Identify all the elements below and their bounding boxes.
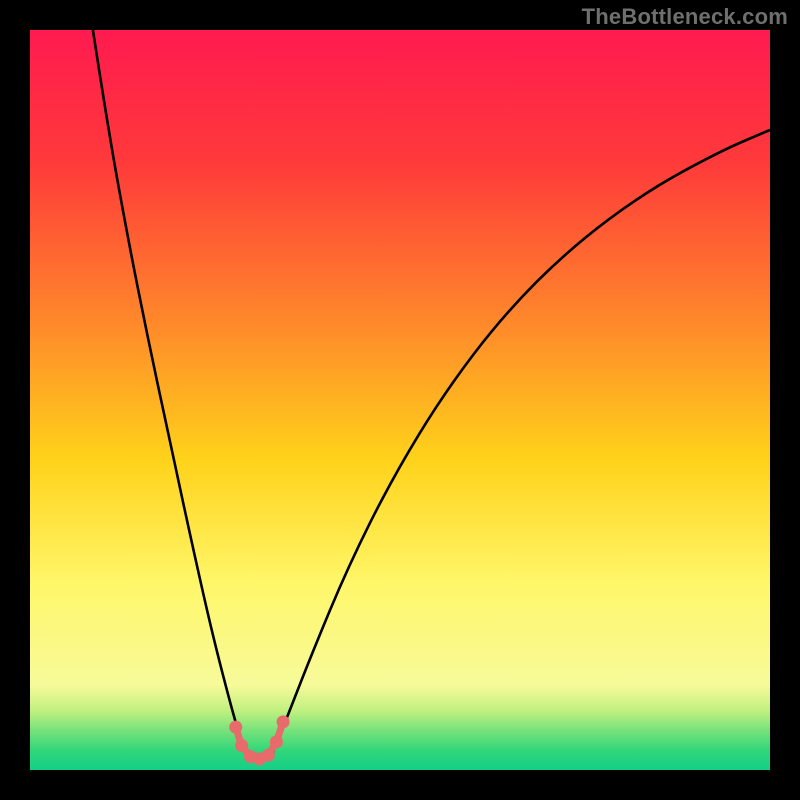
valley-dot <box>229 721 242 734</box>
chart-container: TheBottleneck.com <box>0 0 800 800</box>
valley-dot <box>235 739 248 752</box>
valley-dot <box>277 715 290 728</box>
valley-dot <box>270 735 283 748</box>
gradient-background <box>30 30 770 770</box>
plot-area <box>30 30 770 770</box>
valley-dot <box>262 749 275 762</box>
attribution-label: TheBottleneck.com <box>582 4 788 30</box>
chart-svg <box>30 30 770 770</box>
